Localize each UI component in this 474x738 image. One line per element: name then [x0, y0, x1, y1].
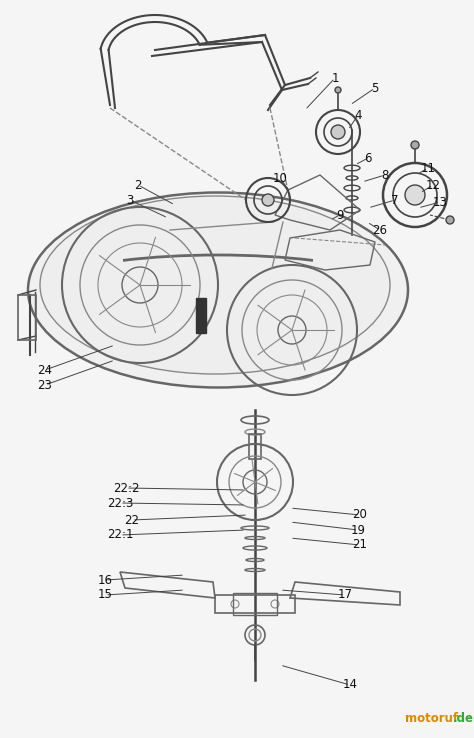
Text: 23: 23	[37, 379, 53, 391]
Circle shape	[446, 216, 454, 224]
Text: 10: 10	[273, 171, 287, 184]
Ellipse shape	[28, 193, 408, 387]
Text: 26: 26	[373, 224, 388, 236]
Text: 4: 4	[354, 108, 362, 122]
Text: 22: 22	[125, 514, 139, 526]
Text: 6: 6	[364, 151, 372, 165]
Text: 22:3: 22:3	[107, 497, 133, 509]
Bar	[18, 295, 36, 340]
Text: 19: 19	[350, 523, 365, 537]
Circle shape	[262, 194, 274, 206]
Bar	[215, 595, 295, 613]
Text: 22:1: 22:1	[107, 528, 133, 542]
Text: 3: 3	[126, 193, 134, 207]
Text: 2: 2	[134, 179, 142, 191]
Text: 24: 24	[37, 364, 53, 376]
Circle shape	[405, 185, 425, 205]
Bar	[249, 434, 261, 459]
Text: 5: 5	[371, 81, 379, 94]
Text: 22:2: 22:2	[113, 481, 139, 494]
Text: 1: 1	[331, 72, 339, 84]
Text: 11: 11	[420, 162, 436, 174]
Bar	[196, 298, 206, 333]
Text: 17: 17	[337, 588, 353, 601]
Text: 20: 20	[353, 508, 367, 522]
Text: 21: 21	[353, 539, 367, 551]
Text: 13: 13	[433, 196, 447, 209]
Text: 16: 16	[98, 573, 112, 587]
Circle shape	[331, 125, 345, 139]
Circle shape	[411, 141, 419, 149]
Text: 15: 15	[98, 588, 112, 601]
Text: 12: 12	[426, 179, 440, 191]
Bar	[233, 593, 277, 615]
Text: 8: 8	[381, 168, 389, 182]
Text: motoruf: motoruf	[405, 712, 458, 725]
Text: 7: 7	[391, 193, 399, 207]
Ellipse shape	[40, 196, 390, 374]
Circle shape	[335, 87, 341, 93]
Text: 9: 9	[336, 209, 344, 221]
Text: 14: 14	[343, 678, 357, 692]
Text: .de: .de	[453, 712, 474, 725]
